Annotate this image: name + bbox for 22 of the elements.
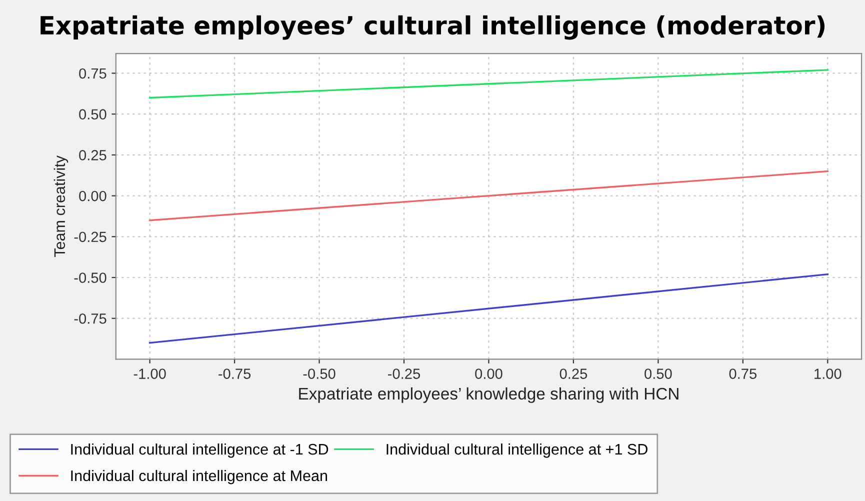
y-axis-title: Team creativity	[54, 156, 68, 257]
x-tick-label: 0.50	[644, 368, 672, 379]
chart-title: Expatriate employees’ cultural intelligence (moderator)	[40, 15, 825, 40]
y-tick-label: 0.00	[79, 190, 106, 202]
legend-label: Individual cultural intelligence at Mean	[71, 470, 328, 484]
x-tick-label: 0.00	[475, 368, 502, 379]
legend-label: Individual cultural intelligence at -1 SD	[71, 443, 328, 458]
x-tick-label: -1.00	[134, 368, 166, 379]
x-tick-label: -0.75	[218, 368, 251, 379]
x-axis-title: Expatriate employees’ knowledge sharing with HCN	[299, 387, 678, 403]
y-tick-label: 0.25	[79, 150, 106, 160]
y-tick-label: -0.50	[74, 272, 106, 283]
y-tick-label: 0.50	[79, 109, 106, 120]
x-tick-label: 0.25	[560, 368, 588, 379]
y-tick-label: 0.75	[79, 68, 106, 79]
legend-label: Individual cultural intelligence at +1 SD	[386, 443, 648, 458]
y-tick-label: -0.25	[74, 232, 106, 242]
x-tick-label: -0.50	[303, 368, 336, 379]
x-tick-label: 0.75	[729, 368, 756, 379]
x-tick-label: 1.00	[814, 368, 842, 379]
y-tick-label: -0.75	[74, 313, 106, 324]
x-tick-label: -0.25	[388, 368, 420, 379]
